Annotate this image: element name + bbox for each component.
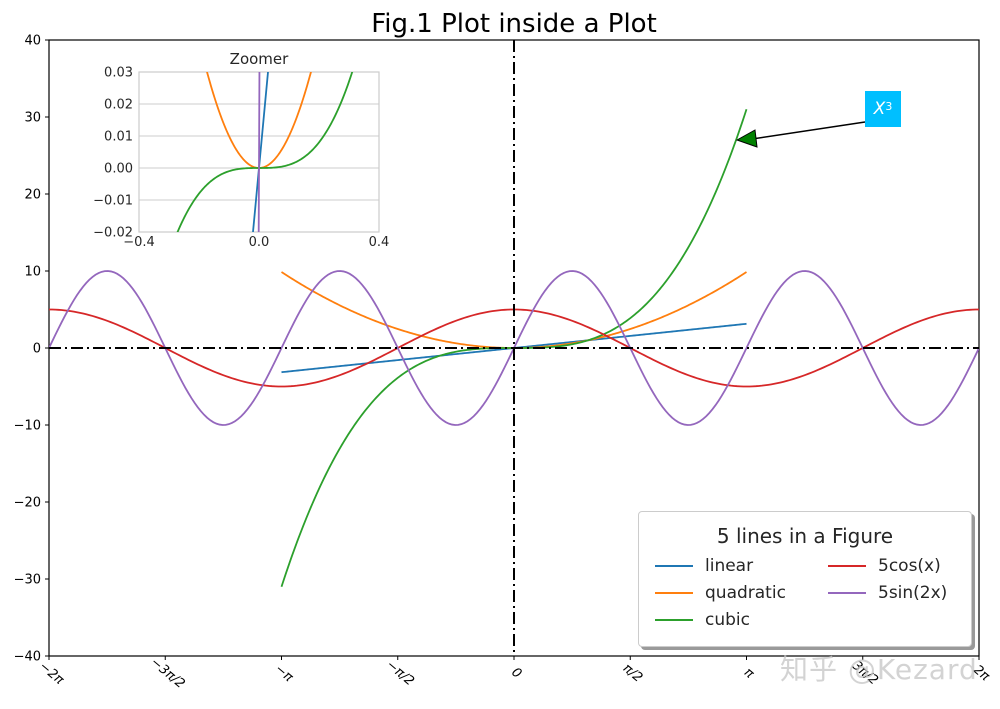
legend-title: 5 lines in a Figure xyxy=(716,524,894,548)
inset-x-tick-label: −0.4 xyxy=(123,235,155,250)
inset-y-tick-label: 0.03 xyxy=(104,66,133,81)
inset-y-ticks: 0.03 0.02 0.01 0.00 −0.01 −0.02 xyxy=(93,66,133,241)
y-tick-label: 40 xyxy=(24,34,41,49)
legend-label: cubic xyxy=(705,610,750,630)
inset-x-ticks: −0.4 0.0 0.4 xyxy=(123,235,389,250)
legend: 5 lines in a Figure linear quadratic cub… xyxy=(638,511,972,647)
inset-x-tick-label: 0.4 xyxy=(369,235,390,250)
legend-label: 5sin(2x) xyxy=(878,583,948,603)
legend-swatch xyxy=(828,592,866,594)
watermark: 知乎 @Kezard xyxy=(780,653,978,686)
annotation-superscript: 3 xyxy=(885,99,893,113)
legend-swatch xyxy=(828,565,866,567)
y-tick-label: −10 xyxy=(14,419,41,434)
legend-item-quadratic: quadratic xyxy=(655,582,786,604)
annotation-arrow-line xyxy=(751,121,866,140)
figure-title: Fig.1 Plot inside a Plot xyxy=(371,9,657,39)
inset-plot-area xyxy=(176,72,354,232)
annotation-text: X xyxy=(873,99,886,119)
legend-item-linear: linear xyxy=(655,555,753,577)
legend-swatch xyxy=(655,565,693,567)
y-tick-label: 10 xyxy=(24,265,41,280)
x-tick-label: −π/2 xyxy=(383,657,417,689)
y-tick-label: −20 xyxy=(14,496,41,511)
legend-item-cubic: cubic xyxy=(655,609,750,631)
inset-title: Zoomer xyxy=(230,50,289,68)
legend-swatch xyxy=(655,619,693,621)
y-tick-label: 20 xyxy=(24,188,41,203)
legend-label: 5cos(x) xyxy=(878,556,941,576)
x-tick-label: π xyxy=(741,665,757,682)
legend-swatch xyxy=(655,592,693,594)
y-tick-label: −40 xyxy=(14,650,41,665)
x-tick-label: −3π/2 xyxy=(147,655,187,692)
inset-y-tick-label: 0.01 xyxy=(104,130,133,145)
legend-label: quadratic xyxy=(705,583,786,603)
inset-y-tick-label: 0.02 xyxy=(104,98,133,113)
x-tick-label: 0 xyxy=(508,665,524,682)
x-tick-label: π/2 xyxy=(620,661,645,686)
x-tick-label: −π xyxy=(272,662,296,686)
inset-axes: Zoomer 0.030.020.010.00−0.01−0.02 −0.4 0.… xyxy=(93,50,389,250)
y-tick-label: 0 xyxy=(33,342,41,357)
inset-y-tick-label: −0.01 xyxy=(93,194,133,209)
legend-label: linear xyxy=(705,556,754,576)
inset-y-tick-label: −0.02 xyxy=(93,226,133,241)
inset-series-5sin(2x) xyxy=(257,72,261,232)
y-tick-label: −30 xyxy=(14,573,41,588)
legend-item-5sin: 5sin(2x) xyxy=(828,582,947,604)
y-axis-ticks: 40 30 20 10 0 −10 −20 −30 −40 xyxy=(14,34,49,665)
legend-item-5cos: 5cos(x) xyxy=(828,555,941,577)
y-tick-label: 30 xyxy=(24,111,41,126)
annotation-arrow-head-icon xyxy=(735,129,758,148)
inset-x-tick-label: 0.0 xyxy=(249,235,270,250)
inset-y-tick-label: 0.00 xyxy=(104,162,133,177)
